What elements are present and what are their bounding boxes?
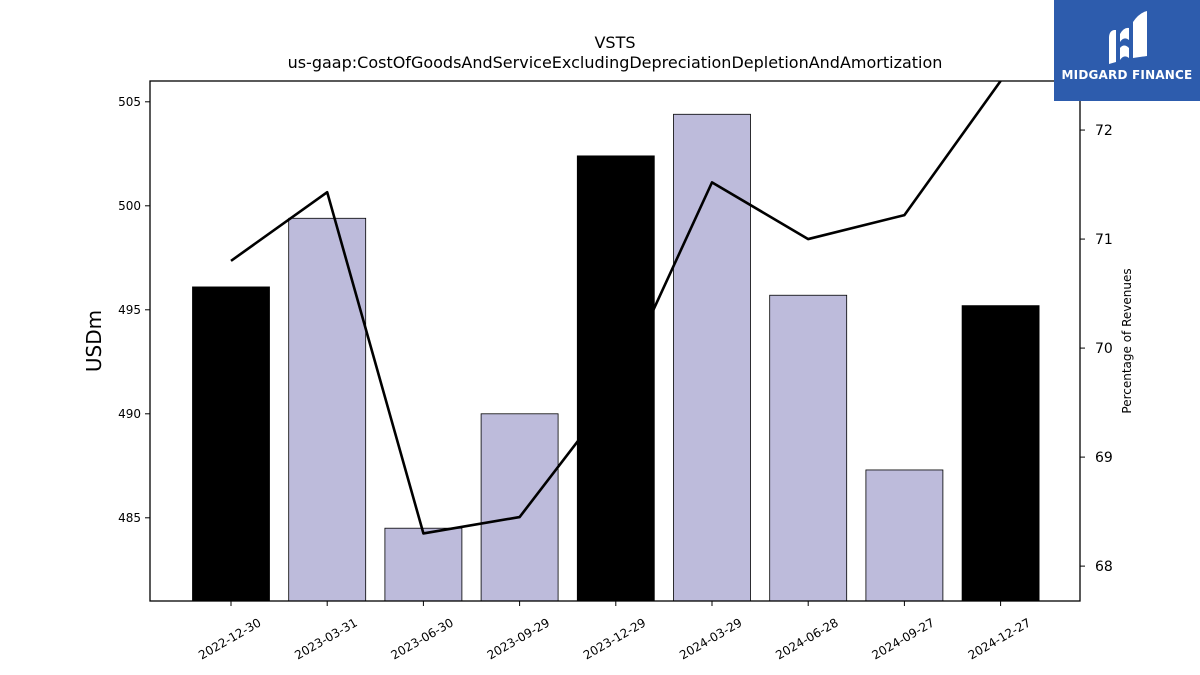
x-tick-label: 2024-03-29 (677, 615, 744, 662)
y-tick-label: 495 (118, 303, 141, 317)
bar-2024-03-29 (673, 113, 751, 602)
bar-2023-06-30 (384, 527, 463, 602)
midgard-finance-logo: MIDGARD FINANCE (1054, 0, 1200, 101)
logo-text: MIDGARD FINANCE (1061, 68, 1193, 82)
bar-2022-12-30 (192, 286, 270, 602)
x-tick-label: 2022-12-30 (196, 615, 263, 662)
y-tick-label: 505 (118, 95, 141, 109)
y-tick-label: 500 (118, 199, 141, 213)
y-axis-right: 68 69 70 71 72 (1080, 123, 1113, 575)
y2-tick-label: 69 (1095, 450, 1113, 466)
x-tick-label: 2023-12-29 (581, 615, 648, 662)
chart-subtitle: us-gaap:CostOfGoodsAndServiceExcludingDe… (288, 53, 943, 72)
plot-frame (149, 80, 1081, 602)
logo-mark-icon (1109, 11, 1147, 64)
x-tick-label: 2024-09-27 (869, 615, 936, 662)
bar-2024-09-27 (865, 469, 944, 602)
y2-tick-label: 70 (1095, 341, 1113, 357)
y2-axis-label: Percentage of Revenues (1120, 268, 1134, 413)
y-tick-label: 490 (118, 407, 141, 421)
y-axis-left: 485 490 495 500 505 (118, 95, 150, 525)
chart-title: VSTS (594, 33, 635, 52)
bar-2023-12-29 (576, 155, 655, 602)
x-axis: 2022-12-30 2023-03-31 2023-06-30 2023-09-29… (196, 601, 1033, 662)
bars-group (192, 113, 1040, 602)
x-tick-label: 2023-09-29 (485, 615, 552, 662)
bar-2024-12-27 (961, 305, 1040, 602)
y2-tick-label: 68 (1095, 559, 1113, 575)
y2-tick-label: 71 (1095, 232, 1113, 248)
x-tick-label: 2024-12-27 (966, 615, 1033, 662)
bar-2023-09-29 (480, 413, 559, 602)
y-tick-label: 485 (118, 511, 141, 525)
line-group (230, 81, 1002, 535)
x-tick-label: 2023-03-31 (292, 615, 359, 662)
x-tick-label: 2024-06-28 (773, 615, 840, 662)
y-axis-label: USDm (82, 310, 106, 372)
bar-2023-03-31 (288, 217, 367, 602)
bar-2024-06-28 (769, 294, 848, 602)
y2-tick-label: 72 (1095, 123, 1113, 139)
x-tick-label: 2023-06-30 (388, 615, 455, 662)
